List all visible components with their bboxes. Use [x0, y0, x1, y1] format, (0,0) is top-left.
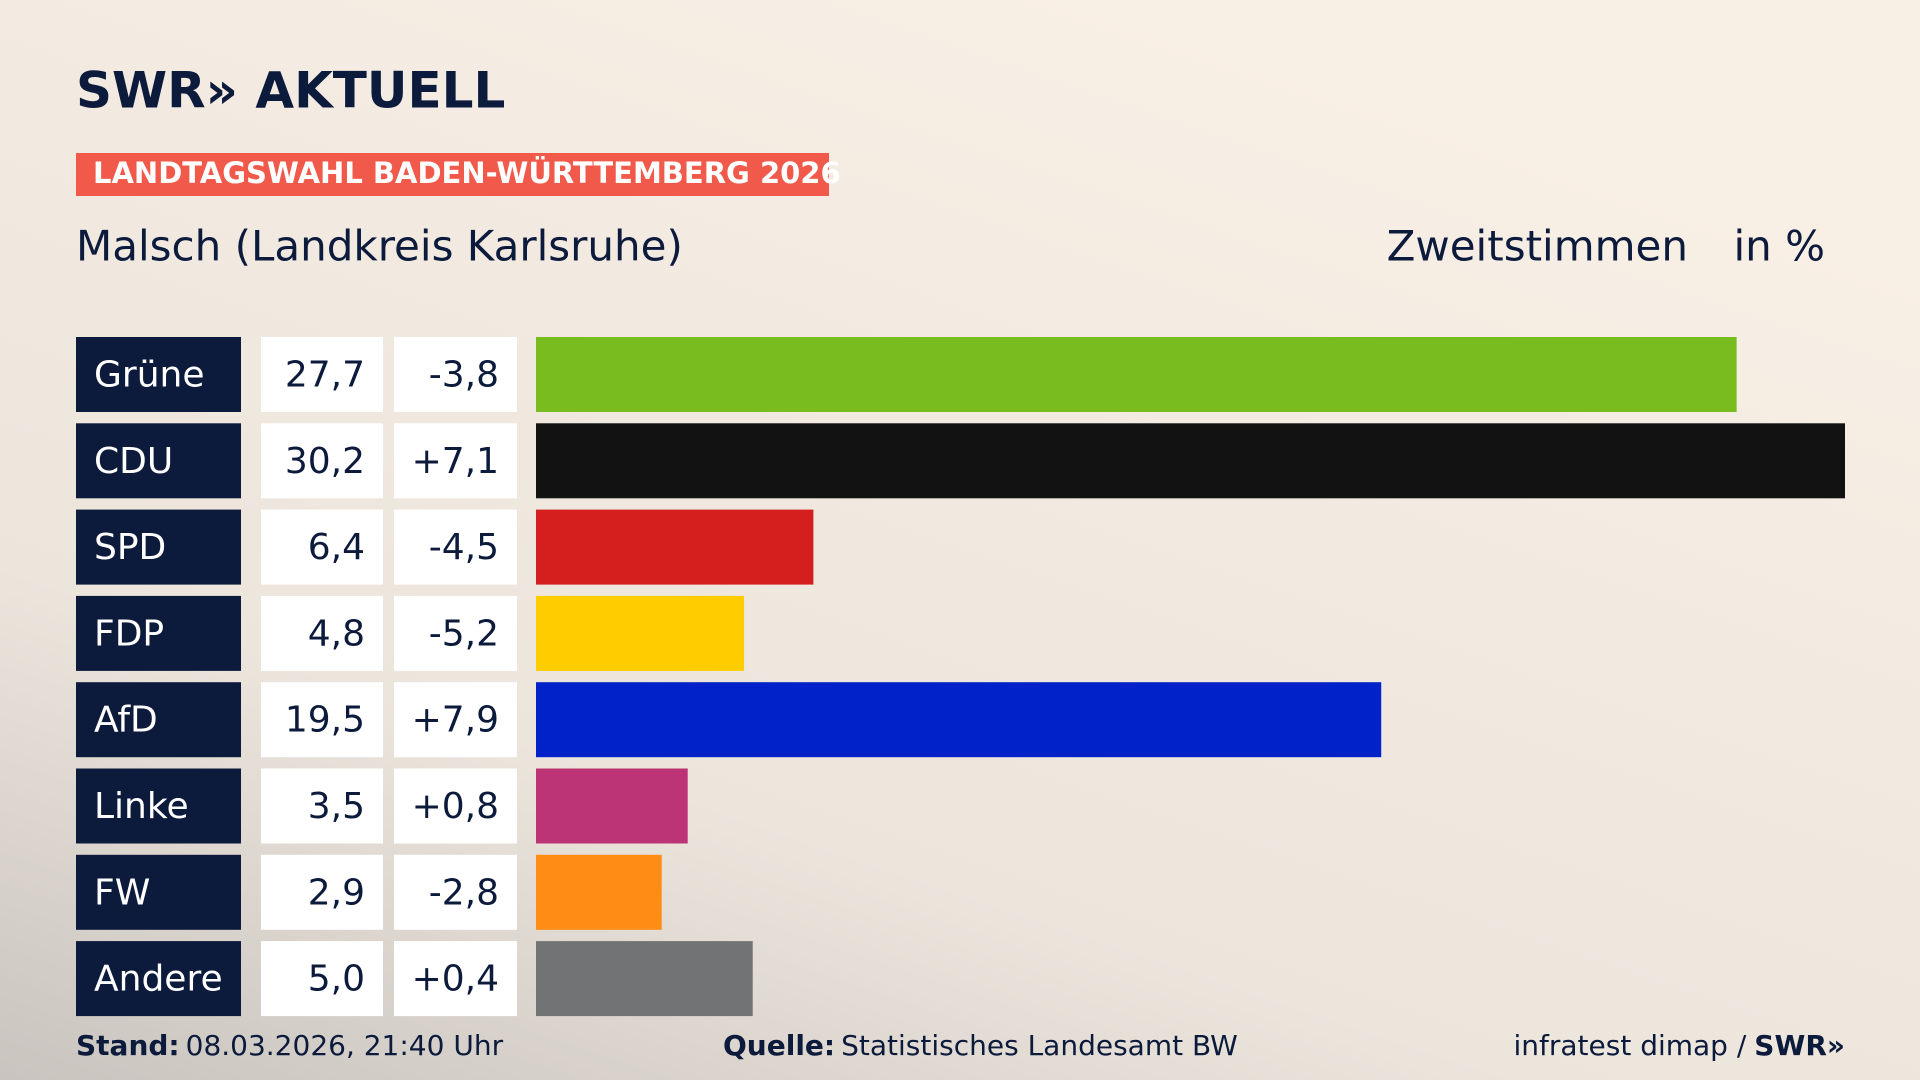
value-label: 19,5 [285, 700, 365, 741]
chart-title: Malsch (Landkreis Karlsruhe) [76, 222, 683, 271]
change-label: -3,8 [429, 355, 499, 396]
unit-label: in % [1733, 222, 1825, 271]
bar [536, 423, 1845, 499]
party-box [76, 509, 241, 585]
credit-text: infratest dimap / [1513, 1029, 1746, 1062]
change-box [394, 595, 517, 671]
change-label: +7,1 [412, 441, 499, 482]
source-value: Statistisches Landesamt BW [841, 1029, 1238, 1062]
party-box [76, 768, 241, 844]
bar [536, 854, 662, 930]
value-label: 27,7 [285, 355, 365, 396]
party-label: FDP [94, 613, 164, 654]
change-label: +0,8 [412, 786, 499, 827]
value-box [261, 854, 383, 930]
party-box [76, 941, 241, 1017]
party-label: CDU [94, 441, 173, 482]
measure-label: Zweitstimmen [1387, 222, 1688, 271]
banner-box [76, 153, 829, 196]
value-box [261, 682, 383, 758]
party-box [76, 682, 241, 758]
brand-logo: SWR» AKTUELL [76, 62, 505, 120]
change-box [394, 337, 517, 412]
footer-stand: Stand: 08.03.2026, 21:40 Uhr [76, 1029, 504, 1062]
change-label: -2,8 [429, 872, 499, 913]
source-label: Quelle: [723, 1029, 835, 1062]
value-label: 3,5 [308, 786, 365, 827]
footer-source: Quelle: Statistisches Landesamt BW [723, 1029, 1238, 1062]
change-box [394, 682, 517, 758]
value-box [261, 941, 383, 1017]
change-box [394, 854, 517, 930]
party-box [76, 337, 241, 412]
value-box [261, 768, 383, 844]
party-label: Linke [94, 786, 189, 827]
credit-brand: SWR» [1754, 1029, 1845, 1062]
change-box [394, 423, 517, 499]
party-label: FW [94, 872, 150, 913]
change-label: -5,2 [429, 613, 499, 654]
stand-value: 08.03.2026, 21:40 Uhr [186, 1029, 504, 1062]
value-label: 2,9 [308, 872, 365, 913]
change-box [394, 509, 517, 585]
value-label: 4,8 [308, 613, 365, 654]
change-label: -4,5 [429, 527, 499, 568]
party-box [76, 854, 241, 930]
party-label: Grüne [94, 355, 204, 396]
bar [536, 337, 1737, 412]
footer-credit: infratest dimap / SWR» [1513, 1029, 1845, 1062]
party-box [76, 423, 241, 499]
value-box [261, 337, 383, 412]
value-label: 5,0 [308, 959, 365, 1000]
change-label: +7,9 [412, 700, 499, 741]
banner-text: LANDTAGSWAHL BADEN-WÜRTTEMBERG 2026 [93, 156, 841, 190]
value-label: 6,4 [308, 527, 365, 568]
change-label: +0,4 [412, 959, 499, 1000]
change-box [394, 768, 517, 844]
bar [536, 682, 1382, 758]
party-label: AfD [94, 700, 158, 741]
party-box [76, 595, 241, 671]
party-label: Andere [94, 959, 223, 1000]
bar [536, 595, 745, 671]
change-box [394, 941, 517, 1017]
value-box [261, 423, 383, 499]
stand-label: Stand: [76, 1029, 180, 1062]
party-label: SPD [94, 527, 166, 568]
value-label: 30,2 [285, 441, 365, 482]
bar [536, 941, 753, 1017]
value-box [261, 595, 383, 671]
bar [536, 768, 688, 844]
value-box [261, 509, 383, 585]
bar [536, 509, 814, 585]
